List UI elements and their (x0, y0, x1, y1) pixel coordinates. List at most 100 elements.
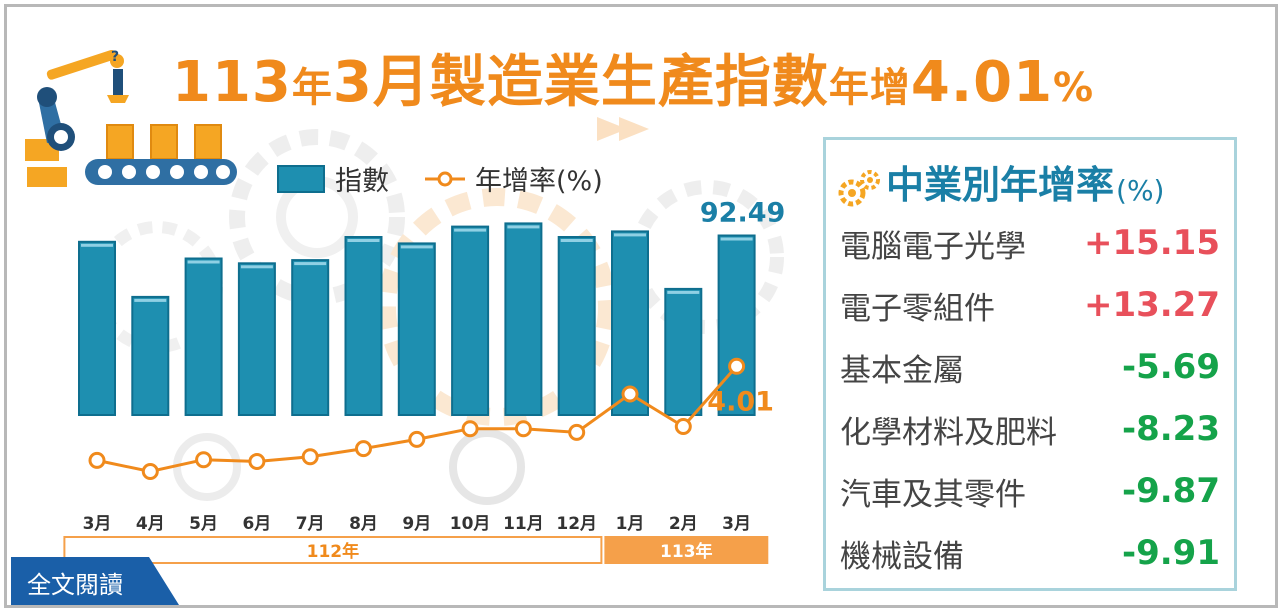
growth-point-12 (728, 357, 746, 375)
title-growth-label: 年增 (828, 65, 911, 111)
industry-name: 機械設備 (840, 538, 964, 575)
industry-growth-value: -9.87 (1122, 471, 1220, 511)
bar-highlight-12 (720, 237, 753, 241)
read-full-text-button[interactable]: 全文閱讀 (11, 557, 181, 605)
x-tick-label-7: 10月 (450, 514, 491, 534)
bar-highlight-8 (507, 225, 540, 229)
bar-highlight-9 (560, 239, 593, 242)
x-tick-label-10: 1月 (616, 514, 645, 534)
x-tick-label-5: 8月 (349, 514, 378, 534)
title-month: 3 (332, 50, 373, 115)
industry-row: 電腦電子光學 +15.15 (840, 218, 1220, 268)
growth-point-7 (461, 420, 479, 438)
legend-line-label: 年增率(%) (475, 166, 603, 197)
legend-line-swatch (425, 171, 465, 186)
panel-title: 中業別年增率 (%) (836, 154, 1164, 209)
bar-12 (717, 234, 756, 416)
growth-data-label-last: 4.01 (707, 386, 774, 417)
bar-highlight-5 (347, 239, 380, 242)
x-tick-label-0: 3月 (83, 514, 112, 534)
industry-growth-panel: 中業別年增率 (%) 電腦電子光學 +15.15 電子零組件 +13.27 基本金屬 -5… (823, 137, 1237, 591)
title-percent: % (1053, 65, 1095, 111)
bar-4 (291, 259, 330, 416)
title-year-unit: 年 (291, 65, 333, 111)
read-full-text-label: 全文閱讀 (27, 571, 123, 599)
industry-name: 基本金屬 (840, 352, 964, 389)
bar-highlight-10 (614, 233, 646, 237)
x-tick-label-2: 5月 (189, 514, 218, 534)
growth-point-8 (514, 420, 532, 438)
page-title: 113年3月製造業生產指數年增4.01% (172, 37, 1094, 118)
bar-highlight-4 (294, 262, 327, 266)
svg-text:?: ? (111, 49, 119, 65)
bar-highlight-11 (667, 290, 700, 294)
growth-point-10 (621, 385, 639, 403)
production-index-chart: 92.49 4.01 3月 4月 5月 6月 7月 8月 9月 10月 11月 12月 1月 2月 3月 11… (63, 198, 785, 564)
industry-growth-value: +15.15 (1083, 223, 1220, 263)
bar-3 (237, 262, 276, 416)
industry-row: 電子零組件 +13.27 (840, 280, 1220, 330)
title-main: 月製造業生產指數 (372, 50, 829, 115)
bar-5 (344, 236, 383, 416)
bar-highlight-3 (240, 265, 273, 269)
x-tick-label-11: 2月 (669, 514, 698, 534)
bar-0 (78, 240, 116, 416)
industry-name: 化學材料及肥料 (840, 414, 1057, 451)
x-tick-label-6: 9月 (402, 514, 431, 534)
bar-7 (451, 225, 490, 416)
x-tick-label-3: 6月 (242, 514, 271, 534)
bar-1 (131, 295, 170, 416)
growth-point-0 (88, 451, 106, 469)
growth-point-2 (195, 451, 213, 469)
bar-highlight-2 (187, 260, 220, 264)
legend-bar-label: 指數 (335, 166, 389, 197)
x-tick-label-1: 4月 (136, 514, 165, 534)
read-full-text-tab-shape (11, 557, 179, 605)
industry-name: 電子零組件 (840, 290, 995, 327)
industry-name: 電腦電子光學 (840, 228, 1026, 265)
industry-growth-value: -5.69 (1122, 347, 1220, 387)
industry-name: 汽車及其零件 (840, 476, 1026, 513)
bar-data-label-last: 92.49 (700, 198, 785, 229)
industry-growth-value: +13.27 (1083, 285, 1220, 325)
industry-row: 化學材料及肥料 -8.23 (840, 404, 1220, 454)
x-tick-label-9: 12月 (556, 514, 597, 534)
bar-highlight-7 (454, 228, 487, 232)
industry-row: 汽車及其零件 -9.87 (840, 466, 1220, 516)
bar-2 (184, 257, 223, 416)
bar-highlight-6 (400, 245, 433, 249)
panel-title-unit: (%) (1116, 174, 1165, 207)
industry-row: 基本金屬 -5.69 (840, 342, 1220, 392)
industry-growth-value: -8.23 (1122, 409, 1220, 449)
growth-point-6 (408, 430, 426, 448)
x-tick-label-12: 3月 (722, 514, 751, 534)
robot-arm-conveyor-illustration: ? (25, 49, 237, 187)
bar-10 (611, 230, 649, 416)
growth-point-3 (248, 453, 266, 470)
title-growth-value: 4.01 (910, 50, 1054, 115)
growth-point-4 (301, 448, 319, 466)
year-group-label-1: 113年 (660, 541, 713, 562)
infographic-frame: ? 113年3月製造業生產指數年增4.01% 指數 (4, 4, 1278, 608)
chart-legend: 指數 年增率(%) (277, 159, 603, 198)
bar-11 (664, 287, 703, 416)
industry-row: 機械設備 -9.91 (840, 528, 1220, 578)
year-group-1 (604, 536, 769, 564)
year-group-label-0: 112年 (307, 541, 360, 562)
title-year: 113 (172, 50, 292, 115)
growth-point-11 (674, 418, 692, 435)
growth-point-5 (355, 440, 372, 458)
x-tick-label-4: 7月 (296, 514, 325, 534)
year-group-0 (63, 536, 603, 564)
bar-6 (397, 242, 436, 416)
x-tick-label-8: 11月 (503, 514, 544, 534)
panel-title-text: 中業別年增率 (886, 163, 1115, 207)
growth-point-9 (568, 423, 586, 441)
growth-point-1 (141, 463, 159, 480)
gears-icon (838, 170, 880, 207)
bar-8 (504, 222, 543, 416)
legend-bar-swatch (277, 164, 325, 193)
bar-9 (557, 236, 596, 416)
industry-growth-value: -9.91 (1122, 533, 1220, 573)
bar-highlight-0 (81, 243, 113, 247)
